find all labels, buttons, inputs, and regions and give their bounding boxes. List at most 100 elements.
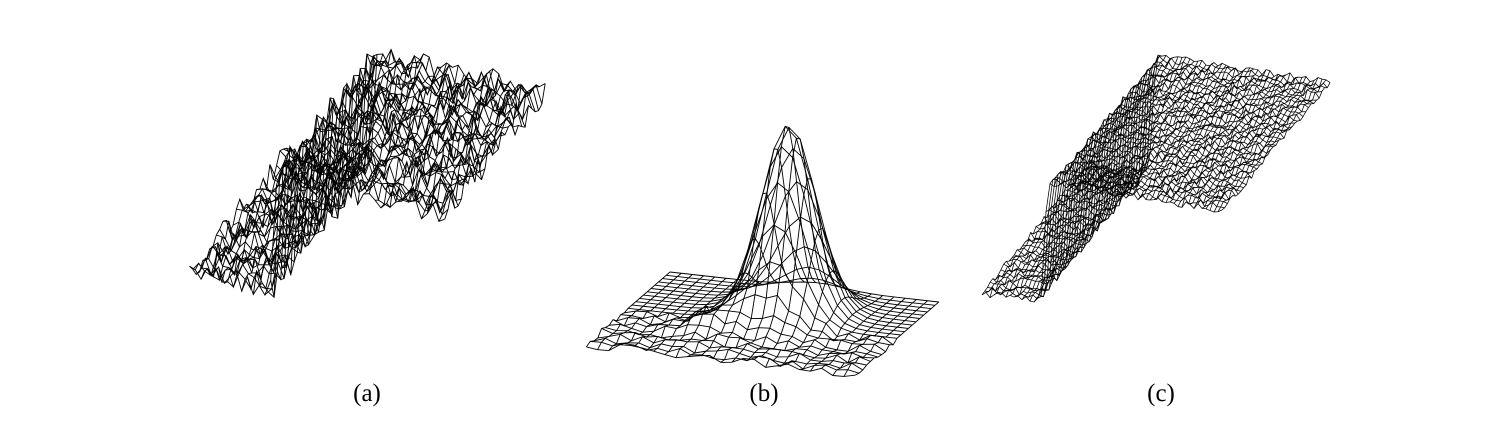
smooth-step-column-line <box>1197 76 1307 204</box>
noisy-step-column-line <box>409 80 511 202</box>
smooth-step-column-line <box>1009 171 1119 296</box>
noisy-step-column-line <box>281 53 384 187</box>
smooth-step-column-line <box>1165 76 1275 203</box>
noisy-step-column-line <box>305 57 407 191</box>
smooth-step-column-line <box>1137 67 1247 201</box>
smooth-step-column-line <box>1153 74 1263 201</box>
smooth-step-column-line <box>1221 82 1331 211</box>
smooth-step-column-line <box>1061 58 1171 184</box>
peak-column-line <box>754 178 839 360</box>
noisy-step-column-line <box>241 154 343 292</box>
smooth-step-column-line <box>1089 60 1199 190</box>
smooth-step-column-line <box>1053 55 1163 187</box>
noisy-step-column-line <box>375 71 477 201</box>
smooth-step-column-line <box>1173 75 1283 204</box>
noisy-step-column-line <box>218 148 320 283</box>
noisy-step-column-line <box>189 147 291 276</box>
peak-column-line <box>799 295 884 370</box>
smooth-step-column-line <box>1077 56 1187 191</box>
smooth-step-column-line <box>1037 170 1147 299</box>
peak-row-line <box>590 340 860 374</box>
smooth-step-column-line <box>1189 76 1299 205</box>
smooth-step-column-line <box>1029 172 1139 302</box>
noisy-step-column-line <box>438 84 540 222</box>
noisy-step-column-line <box>444 83 546 220</box>
smooth-step-column-line <box>1185 78 1295 205</box>
smooth-step-column-line <box>1057 55 1167 187</box>
noisy-step-column-line <box>212 154 314 282</box>
peak-row-line <box>666 274 936 306</box>
peak-column-line <box>776 269 861 367</box>
peak-column-line <box>597 272 682 350</box>
noisy-step-column-line <box>432 86 534 215</box>
peak-column-line <box>698 238 783 357</box>
smooth-step-column-line <box>1065 56 1175 189</box>
smooth-step-column-line <box>1133 71 1243 195</box>
smooth-step-column-line <box>1145 68 1255 200</box>
peak-column-line <box>619 275 704 346</box>
peak-column-line <box>854 301 940 376</box>
smooth-step-column-line <box>1205 80 1315 209</box>
smooth-step-column-line <box>1213 79 1323 213</box>
peak-column-line <box>810 296 895 372</box>
panel-a-caption: (a) <box>353 380 381 407</box>
smooth-step-column-line <box>989 165 1099 298</box>
smoothed-step-surface-plot <box>981 54 1331 303</box>
smooth-step-column-line <box>1041 153 1151 284</box>
noisy-step-column-line <box>270 156 372 298</box>
noisy-step-column-line <box>334 75 436 194</box>
noisy-step-column-line <box>200 147 302 280</box>
peak-column-line <box>631 276 716 347</box>
peak-column-line <box>608 274 693 351</box>
peak-column-line <box>843 300 928 377</box>
noisy-step-column-line <box>316 54 419 192</box>
peak-column-line <box>586 271 671 348</box>
peak-column-line <box>787 293 872 365</box>
smooth-step-column-line <box>1149 69 1259 201</box>
smooth-step-column-line <box>985 162 1095 293</box>
noisy-step-column-line <box>328 56 430 199</box>
noisy-step-column-line <box>224 155 326 284</box>
noisy-step-column-line <box>386 75 488 209</box>
smooth-step-column-line <box>1157 69 1267 198</box>
panel-b-caption: (b) <box>749 380 779 407</box>
panel-c-caption: (c) <box>1147 380 1175 407</box>
smooth-step-column-line <box>1177 74 1287 207</box>
smooth-step-column-line <box>1045 88 1155 212</box>
noisy-step-column-line <box>310 66 413 190</box>
smooth-step-column-line <box>1097 64 1207 189</box>
smooth-step-column-line <box>1181 72 1291 208</box>
noisy-step-column-line <box>339 66 441 190</box>
noisy-step-column-line <box>322 53 424 189</box>
peak-column-line <box>720 148 805 363</box>
peak-column-line <box>709 192 794 360</box>
peak-row-line <box>631 182 901 336</box>
noisy-step-column-line <box>276 53 378 186</box>
smooth-step-column-line <box>1081 58 1191 191</box>
smooth-step-column-line <box>1193 77 1303 209</box>
noisy-step-surface-plot <box>189 48 546 299</box>
peak-column-line <box>832 299 917 376</box>
smooth-step-column-line <box>1169 73 1279 203</box>
smooth-step-column-line <box>1125 67 1235 199</box>
noisy-step-column-line <box>258 152 361 290</box>
noisy-step-column-line <box>421 84 523 220</box>
smooth-step-column-line <box>1129 67 1239 196</box>
gaussian-peak-surface-plot <box>586 125 940 377</box>
smooth-step-column-line <box>1001 171 1111 294</box>
smooth-step-column-line <box>1109 65 1219 195</box>
noisy-step-column-line <box>206 148 308 278</box>
noisy-step-column-line <box>403 77 506 203</box>
smooth-step-column-line <box>1117 64 1227 195</box>
smooth-step-column-line <box>997 165 1107 296</box>
noisy-step-column-line <box>299 60 401 191</box>
smooth-step-column-line <box>1093 60 1203 191</box>
peak-column-line <box>731 125 816 363</box>
noisy-step-column-line <box>247 162 349 291</box>
smooth-step-column-line <box>1021 170 1131 300</box>
peak-column-line <box>653 279 738 352</box>
noisy-step-column-line <box>345 62 448 191</box>
peak-column-line <box>642 277 727 351</box>
smooth-step-column-line <box>1073 57 1183 188</box>
